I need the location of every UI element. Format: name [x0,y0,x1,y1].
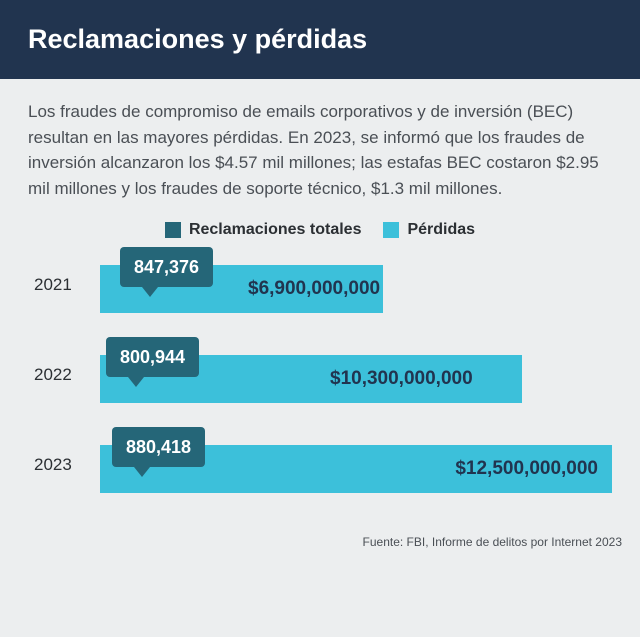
legend-label-claims: Reclamaciones totales [189,221,362,239]
legend-label-losses: Pérdidas [407,221,475,239]
loss-value: $10,300,000,000 [330,368,473,390]
claims-bubble: 880,418 [112,427,205,467]
legend-swatch-claims [165,222,181,238]
claims-value: 800,944 [120,347,185,368]
claims-bubble: 800,944 [106,337,199,377]
year-label: 2021 [28,275,100,295]
loss-value: $12,500,000,000 [455,458,598,480]
claims-value: 847,376 [134,257,199,278]
claims-value: 880,418 [126,437,191,458]
bar-chart: 2021$6,900,000,000847,3762022$10,300,000… [28,253,612,497]
chart-row: 2023 $12,500,000,000 880,418 [28,433,612,497]
chart-row: 2022 $10,300,000,000 800,944 [28,343,612,407]
body: Los fraudes de compromiso de emails corp… [0,79,640,529]
bar-group: $6,900,000,000 847,376 [100,253,612,317]
infographic-card: Reclamaciones y pérdidas Los fraudes de … [0,0,640,637]
year-label: 2023 [28,455,100,475]
bar-group: $10,300,000,000 800,944 [100,343,612,407]
legend-swatch-losses [383,222,399,238]
description-text: Los fraudes de compromiso de emails corp… [28,99,612,201]
chart-row: 2021 $6,900,000,000 847,376 [28,253,612,317]
claims-bubble: 847,376 [120,247,213,287]
legend: Reclamaciones totales Pérdidas [28,221,612,239]
loss-value: $6,900,000,000 [248,278,380,300]
header: Reclamaciones y pérdidas [0,0,640,79]
page-title: Reclamaciones y pérdidas [28,24,612,55]
source-footer: Fuente: FBI, Informe de delitos por Inte… [0,529,640,551]
bar-group: $12,500,000,000 880,418 [100,433,612,497]
legend-item-losses: Pérdidas [383,221,475,239]
legend-item-claims: Reclamaciones totales [165,221,362,239]
year-label: 2022 [28,365,100,385]
source-text: Fuente: FBI, Informe de delitos por Inte… [363,535,622,549]
